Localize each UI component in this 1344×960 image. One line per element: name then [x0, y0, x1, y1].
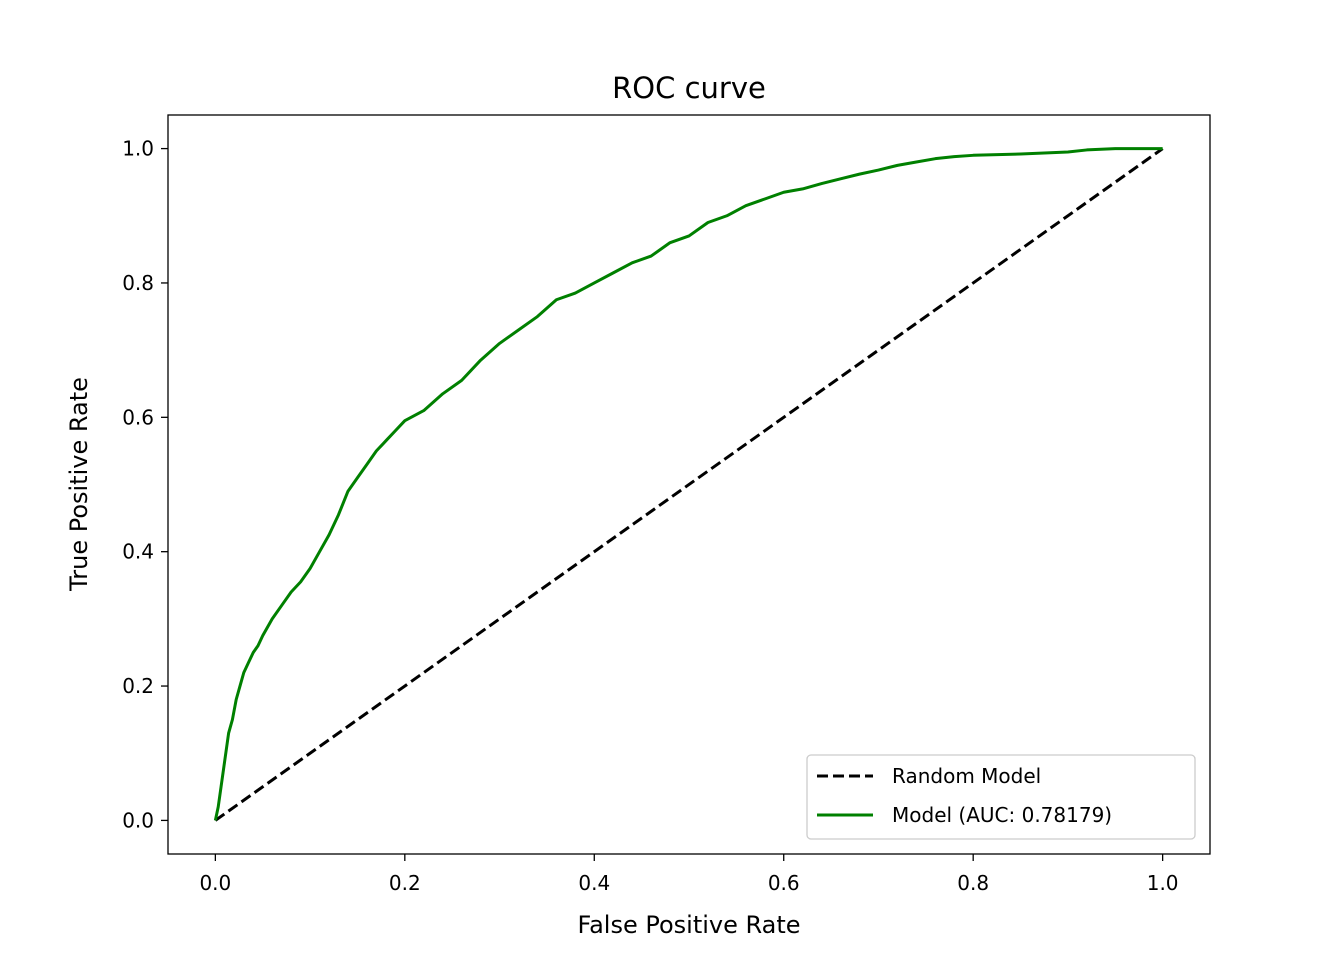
x-tick-label: 1.0 — [1147, 871, 1179, 895]
y-tick-label: 0.2 — [122, 674, 154, 698]
x-tick-label: 0.6 — [768, 871, 800, 895]
series-layer — [213, 147, 1164, 822]
y-tick-label: 0.0 — [122, 808, 154, 832]
y-tick-label: 0.6 — [122, 405, 154, 429]
y-tick-label: 0.8 — [122, 271, 154, 295]
series-line-random-model — [214, 147, 1164, 822]
x-axis-label: False Positive Rate — [577, 911, 800, 939]
x-axis-ticks: 0.0 0.2 0.4 0.6 0.8 1.0 — [199, 854, 1179, 895]
x-tick-label: 0.4 — [578, 871, 610, 895]
y-tick-label: 0.4 — [122, 540, 154, 564]
y-tick-label: 1.0 — [122, 137, 154, 161]
series-line-model — [213, 147, 1163, 821]
legend-box — [806, 754, 1196, 840]
legend-label-random-model: Random Model — [892, 764, 1041, 788]
legend: Random Model Model (AUC: 0.78179) — [806, 754, 1196, 840]
chart-title: ROC curve — [612, 71, 766, 105]
legend-label-model: Model (AUC: 0.78179) — [892, 803, 1112, 827]
y-axis-ticks: 0.0 0.2 0.4 0.6 0.8 1.0 — [122, 137, 168, 832]
plot-area — [167, 114, 1211, 855]
x-tick-label: 0.8 — [957, 871, 989, 895]
plot-frame — [167, 114, 1211, 855]
x-tick-label: 0.2 — [389, 871, 421, 895]
x-tick-label: 0.0 — [199, 871, 231, 895]
y-axis-label: True Positive Rate — [65, 377, 93, 592]
